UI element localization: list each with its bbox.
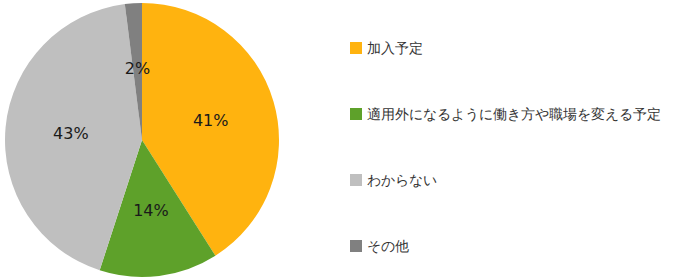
svg-text:43%: 43% — [53, 124, 89, 143]
svg-text:2%: 2% — [125, 59, 150, 78]
svg-text:加入予定: 加入予定 — [367, 40, 423, 56]
svg-text:わからない: わからない — [367, 172, 437, 188]
svg-text:41%: 41% — [193, 111, 229, 130]
svg-text:14%: 14% — [133, 201, 169, 220]
svg-text:その他: その他 — [367, 238, 409, 254]
svg-text:適用外になるように働き方や職場を変える予定: 適用外になるように働き方や職場を変える予定 — [367, 106, 661, 122]
